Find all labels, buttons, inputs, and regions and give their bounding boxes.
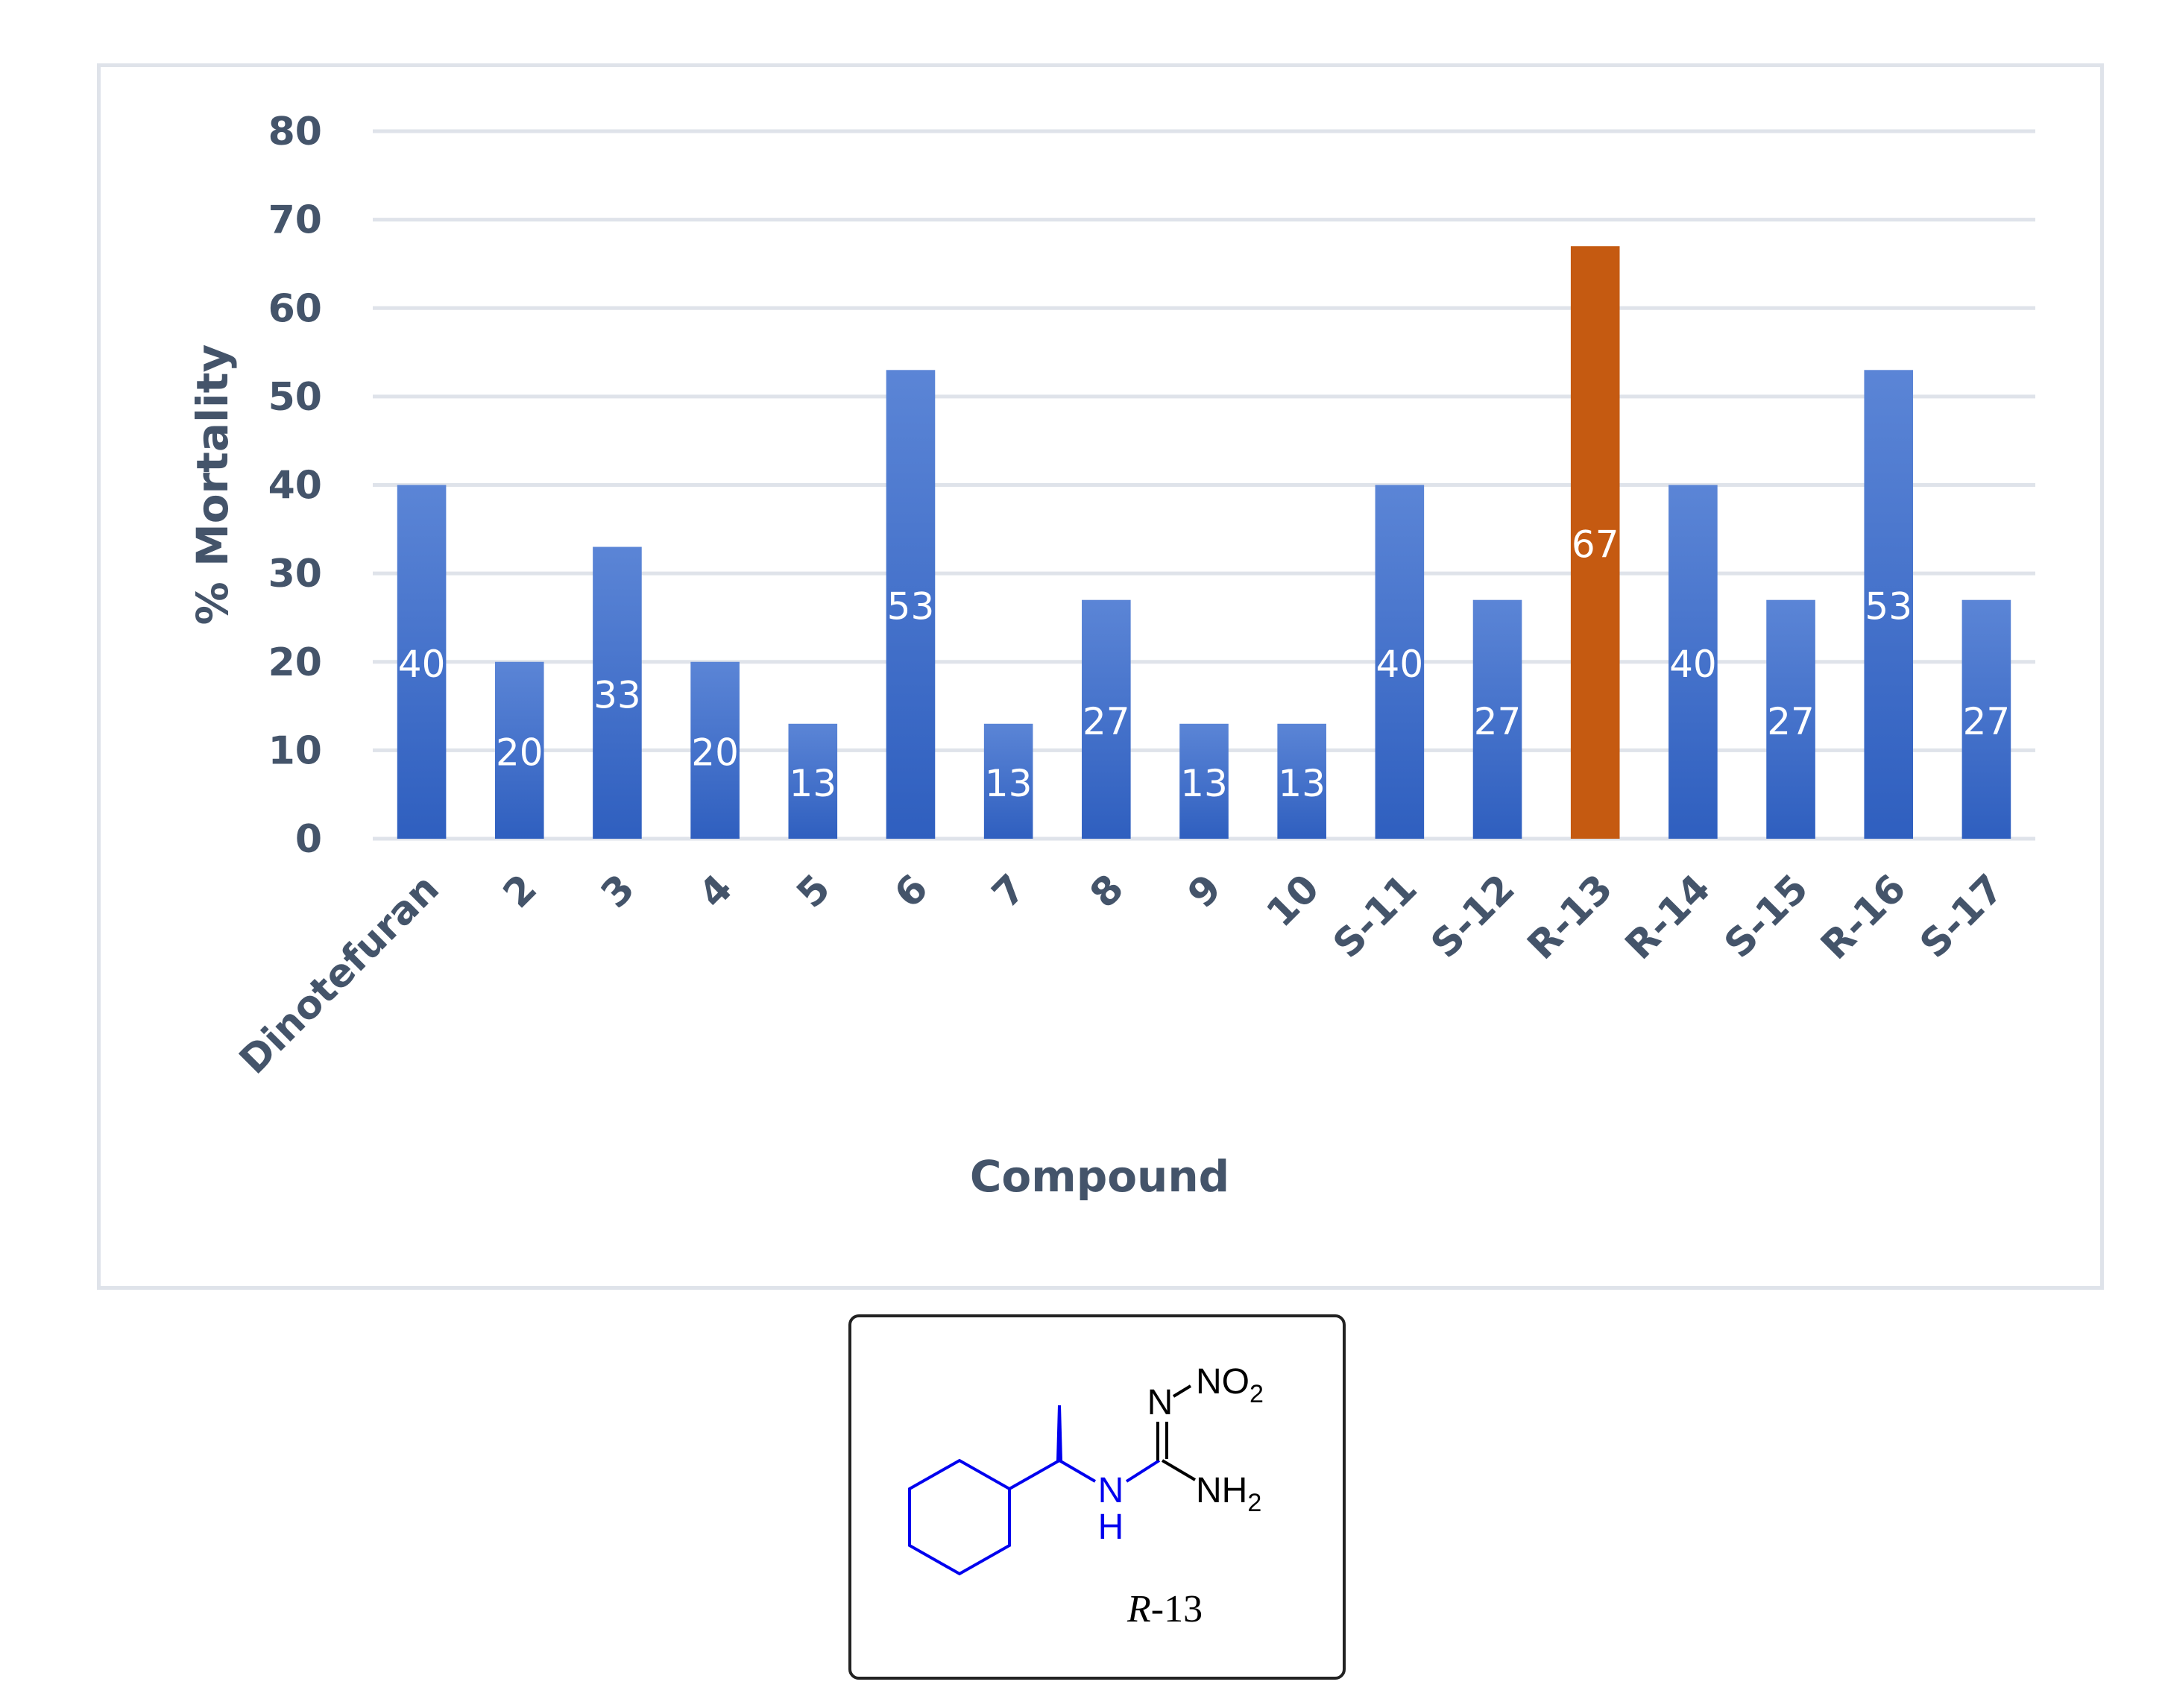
data-labels: 40 20 33 20 13 53 13 27 13 13 40 27 67 40 27 53 27 — [398, 523, 2010, 805]
bar-S-17 — [1961, 599, 2011, 839]
bar-Dinotefuran — [397, 485, 447, 839]
structure-box: N H N NO2 NH2 R-13 — [848, 1314, 1346, 1680]
methyl-bold-wedge — [1056, 1405, 1062, 1460]
x-tick-label: 3 — [593, 866, 643, 917]
x-tick-label: R-13 — [1519, 866, 1622, 968]
bar-2 — [494, 661, 544, 839]
compound-caption: R-13 — [1126, 1588, 1203, 1630]
x-tick-label: S-12 — [1422, 866, 1523, 967]
bar-3 — [593, 546, 642, 839]
data-label-4: 20 — [691, 731, 739, 774]
nh2-main: NH — [1196, 1471, 1247, 1510]
bar-S-11 — [1375, 485, 1425, 839]
y-tick-label: 10 — [268, 728, 322, 773]
x-axis-title: Compound — [970, 1151, 1229, 1202]
data-label-S-17: 27 — [1963, 700, 2011, 743]
data-label-2: 20 — [496, 731, 543, 774]
bar-8 — [1082, 599, 1131, 839]
y-tick-label: 50 — [268, 375, 322, 420]
cyclohexane-ring — [908, 1458, 1011, 1576]
x-tick-label: S-17 — [1912, 866, 2012, 967]
bar-5 — [788, 723, 838, 839]
data-label-3: 33 — [593, 673, 641, 716]
data-label-7: 13 — [985, 762, 1033, 805]
x-tick-label: 2 — [495, 866, 546, 917]
gridlines — [373, 129, 2035, 841]
caption-prefix: R — [1126, 1588, 1151, 1630]
data-label-10: 13 — [1278, 762, 1326, 805]
data-label-5: 13 — [789, 762, 836, 805]
x-tick-label: 6 — [886, 866, 937, 917]
bar-S-12 — [1472, 599, 1522, 839]
data-label-9: 13 — [1180, 762, 1228, 805]
x-tick-label: R-14 — [1617, 866, 1719, 968]
x-tick-label: S-15 — [1716, 866, 1817, 967]
bar-6 — [886, 370, 936, 839]
caption-suffix: -13 — [1151, 1588, 1203, 1630]
bars — [397, 246, 2011, 839]
bar-S-15 — [1766, 599, 1815, 839]
bar-R-13 — [1570, 246, 1620, 839]
no2-main: NO — [1196, 1362, 1250, 1402]
nh-n-label: N — [1098, 1471, 1124, 1510]
data-label-R-14: 40 — [1669, 643, 1717, 686]
no2-subscript: 2 — [1250, 1380, 1264, 1408]
data-label-6: 53 — [887, 585, 935, 628]
x-tick-label: 10 — [1258, 866, 1329, 936]
y-axis-title: % Mortality — [187, 344, 238, 625]
nh2-label: NH2 — [1196, 1471, 1261, 1517]
bond-n-no2 — [1172, 1384, 1192, 1398]
x-tick-label: 7 — [984, 866, 1035, 917]
data-label-Dinotefuran: 40 — [398, 643, 446, 686]
y-tick-label: 0 — [295, 817, 322, 862]
data-label-S-15: 27 — [1767, 700, 1815, 743]
r13-molecule-structure: N H N NO2 NH2 R-13 — [908, 1362, 1264, 1630]
bond-nh-carbon — [1125, 1459, 1161, 1483]
data-label-8: 27 — [1083, 700, 1130, 743]
nh2-subscript: 2 — [1247, 1489, 1261, 1517]
bond-ring-chiral — [1009, 1459, 1060, 1490]
bar-R-14 — [1668, 485, 1718, 839]
y-tick-label: 40 — [268, 464, 322, 508]
y-tick-label: 20 — [268, 640, 322, 685]
x-tick-label: R-16 — [1812, 866, 1915, 968]
x-tick-label: 5 — [788, 866, 839, 917]
bar-7 — [983, 723, 1033, 839]
y-tick-label: 30 — [268, 552, 322, 596]
bar-4 — [690, 661, 740, 839]
x-tick-label: 8 — [1082, 866, 1132, 917]
bar-R-16 — [1864, 370, 1914, 839]
bond-carbon-nh2 — [1161, 1459, 1197, 1481]
y-tick-label: 60 — [268, 286, 322, 331]
y-tick-label: 80 — [268, 110, 322, 154]
no2-label: NO2 — [1196, 1362, 1264, 1408]
x-tick-label: 4 — [690, 866, 741, 917]
x-tick-label: Dinotefuran — [231, 866, 448, 1083]
imine-n-label: N — [1147, 1383, 1173, 1422]
x-tick-label: 9 — [1179, 866, 1230, 917]
data-label-S-11: 40 — [1376, 643, 1424, 686]
bar-9 — [1179, 723, 1229, 839]
x-tick-label: S-11 — [1325, 866, 1425, 967]
bond-chiral-nh — [1058, 1459, 1097, 1483]
bar-10 — [1277, 723, 1326, 839]
data-label-R-16: 53 — [1865, 585, 1912, 628]
data-label-S-12: 27 — [1474, 700, 1522, 743]
y-tick-label: 70 — [268, 198, 322, 243]
y-axis-ticks: 0 10 20 30 40 50 60 70 80 — [268, 110, 322, 862]
nh-h-label: H — [1098, 1507, 1124, 1547]
data-label-R-13: 67 — [1572, 523, 1619, 567]
x-axis-ticks: Dinotefuran 2 3 4 5 6 7 8 9 10S-11S-12R-13R-14S-1… — [231, 866, 2013, 1083]
